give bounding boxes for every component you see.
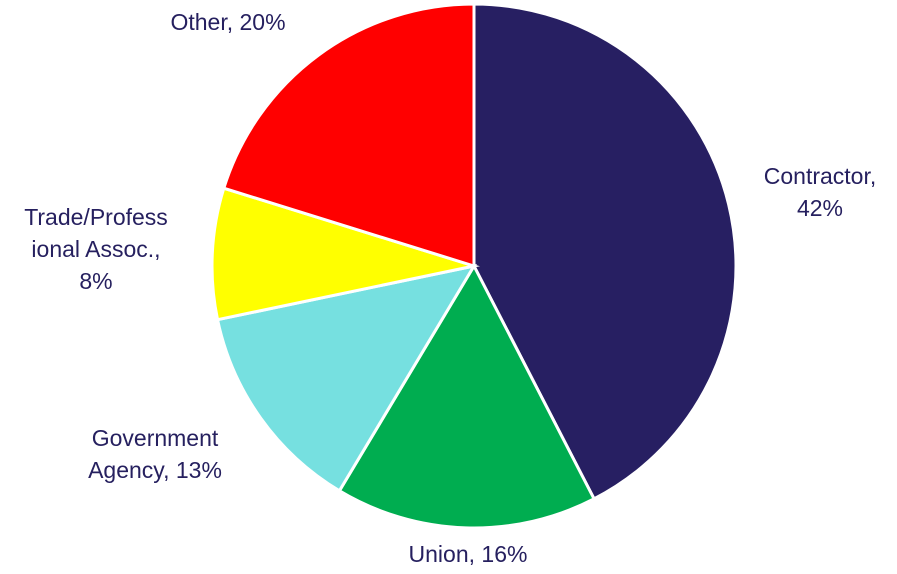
- data-label-government-agency: Government Agency, 13%: [88, 425, 222, 483]
- data-label-trade-professional-assoc: Trade/Profess ional Assoc., 8%: [24, 204, 168, 294]
- data-label-union: Union, 16%: [409, 541, 528, 567]
- data-label-other: Other, 20%: [170, 9, 285, 35]
- pie-slices: [212, 4, 736, 528]
- data-label-contractor: Contractor, 42%: [764, 163, 877, 221]
